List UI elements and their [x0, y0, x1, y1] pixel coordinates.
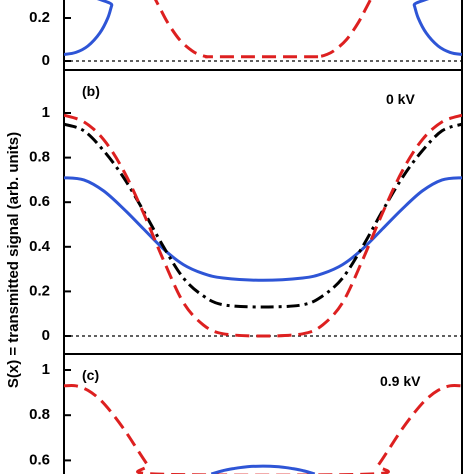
panel-c-y-tick-label: 0.8: [29, 406, 50, 423]
panel-a-y-tick-label: 0.2: [29, 9, 50, 26]
panel-a-series-1-dashed-line: [154, 0, 372, 59]
panel-b-y-tick-label: 0.2: [29, 282, 50, 299]
panel-c-series-0-dashed-line: [64, 383, 462, 474]
panel-c-y-tick-label: 1: [42, 361, 50, 378]
panel-c-voltage-label: 0.9 kV: [380, 373, 421, 389]
panel-b-label: (b): [82, 83, 100, 99]
panel-a-y-tick-label: 0: [42, 52, 50, 69]
panel-b-series-0-solid-line: [64, 176, 462, 282]
panel-b-voltage-label: 0 kV: [386, 91, 415, 107]
panel-b-y-tick-label: 0.8: [29, 149, 50, 166]
panel-b-y-tick-label: 0.6: [29, 193, 50, 210]
panel-b-y-tick-label: 0: [42, 327, 50, 344]
panel-a-series-0-solid-line: [64, 0, 462, 56]
panel-b-y-tick-label: 1: [42, 104, 50, 121]
panel-b-y-tick-label: 0.4: [29, 238, 51, 255]
panel-c-series-1-solid-line: [210, 464, 316, 474]
panel-a: 0.20: [29, 0, 462, 69]
panel-b-series-2-dashed-line: [64, 113, 462, 338]
panel-b-series-1-dashdot-line: [64, 122, 462, 309]
panel-c-label: (c): [82, 367, 99, 383]
panel-b: 1 0.8 0.6 0.4 0.2 0 (b) 0 kV: [29, 83, 462, 344]
panel-frames: [63, 0, 463, 474]
y-axis-label: S(x) = transmitted signal (arb. units): [5, 132, 22, 388]
panel-c-y-tick-label: 0.6: [29, 451, 50, 468]
panel-c: 1 0.8 0.6 (c) 0.9 kV: [29, 361, 462, 474]
